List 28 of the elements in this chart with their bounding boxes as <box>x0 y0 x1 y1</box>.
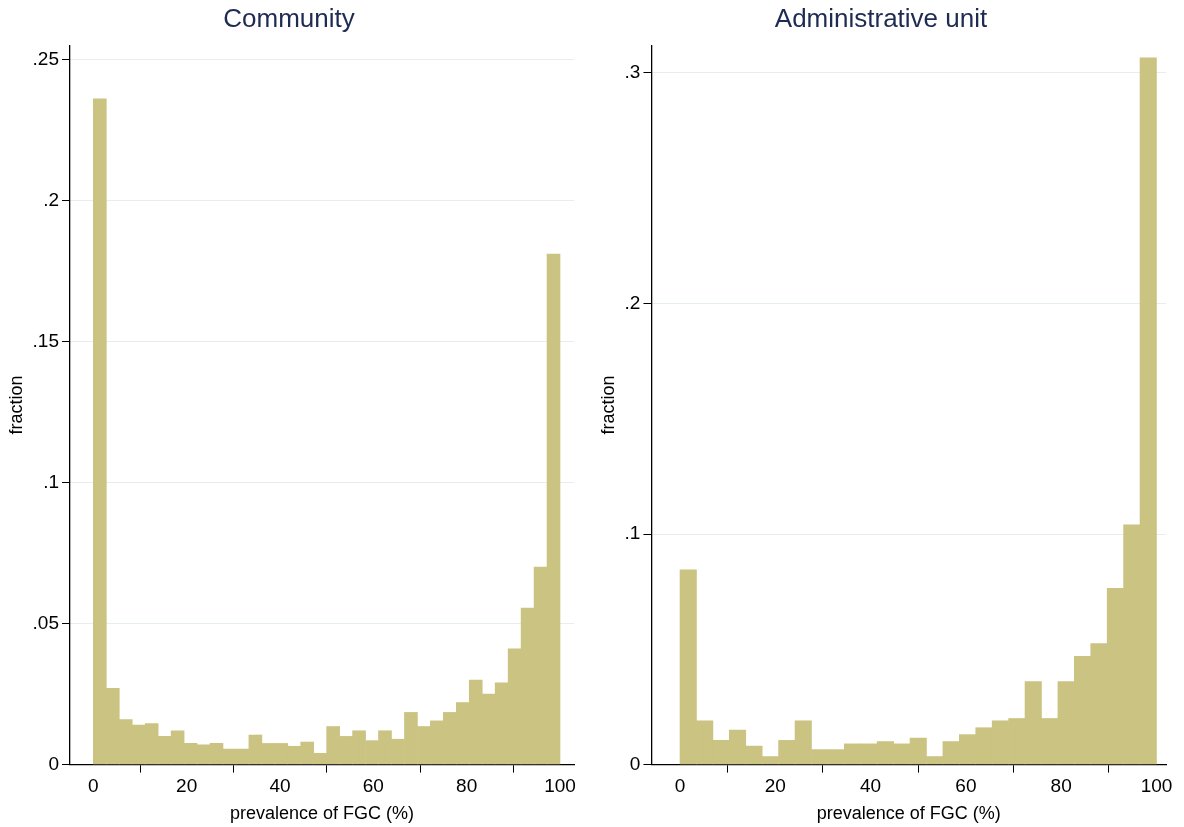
y-tick-label: .2 <box>624 291 641 313</box>
x-axis-title: prevalence of FGC (%) <box>816 803 1001 824</box>
x-tick-label: 40 <box>269 775 291 797</box>
x-tick-label: 100 <box>544 775 576 797</box>
y-tick-label: .2 <box>43 188 60 210</box>
chart-title: Community <box>223 2 355 33</box>
chart-title: Administrative unit <box>774 2 988 33</box>
y-tick-label: .1 <box>624 522 641 544</box>
x-tick-label: 0 <box>674 775 686 797</box>
y-axis-title: fraction <box>597 375 618 435</box>
x-tick-label: 40 <box>860 775 882 797</box>
x-tick-label: 80 <box>1050 775 1072 797</box>
x-tick-label: 100 <box>1140 775 1173 797</box>
x-tick-label: 60 <box>955 775 977 797</box>
y-tick-label: .25 <box>32 47 60 69</box>
y-tick-label: .1 <box>43 470 60 492</box>
y-tick-label: .05 <box>32 611 60 633</box>
x-tick-label: 0 <box>88 775 99 797</box>
x-tick-label: 20 <box>764 775 786 797</box>
y-tick-label: .3 <box>624 61 641 83</box>
y-axis-title: fraction <box>5 375 26 435</box>
y-tick-label: 0 <box>629 752 641 774</box>
y-tick-label: 0 <box>48 752 60 774</box>
x-tick-label: 60 <box>362 775 384 797</box>
x-tick-label: 20 <box>176 775 198 797</box>
x-tick-label: 80 <box>456 775 478 797</box>
y-tick-label: .15 <box>32 329 60 351</box>
x-axis-title: prevalence of FGC (%) <box>229 803 415 824</box>
